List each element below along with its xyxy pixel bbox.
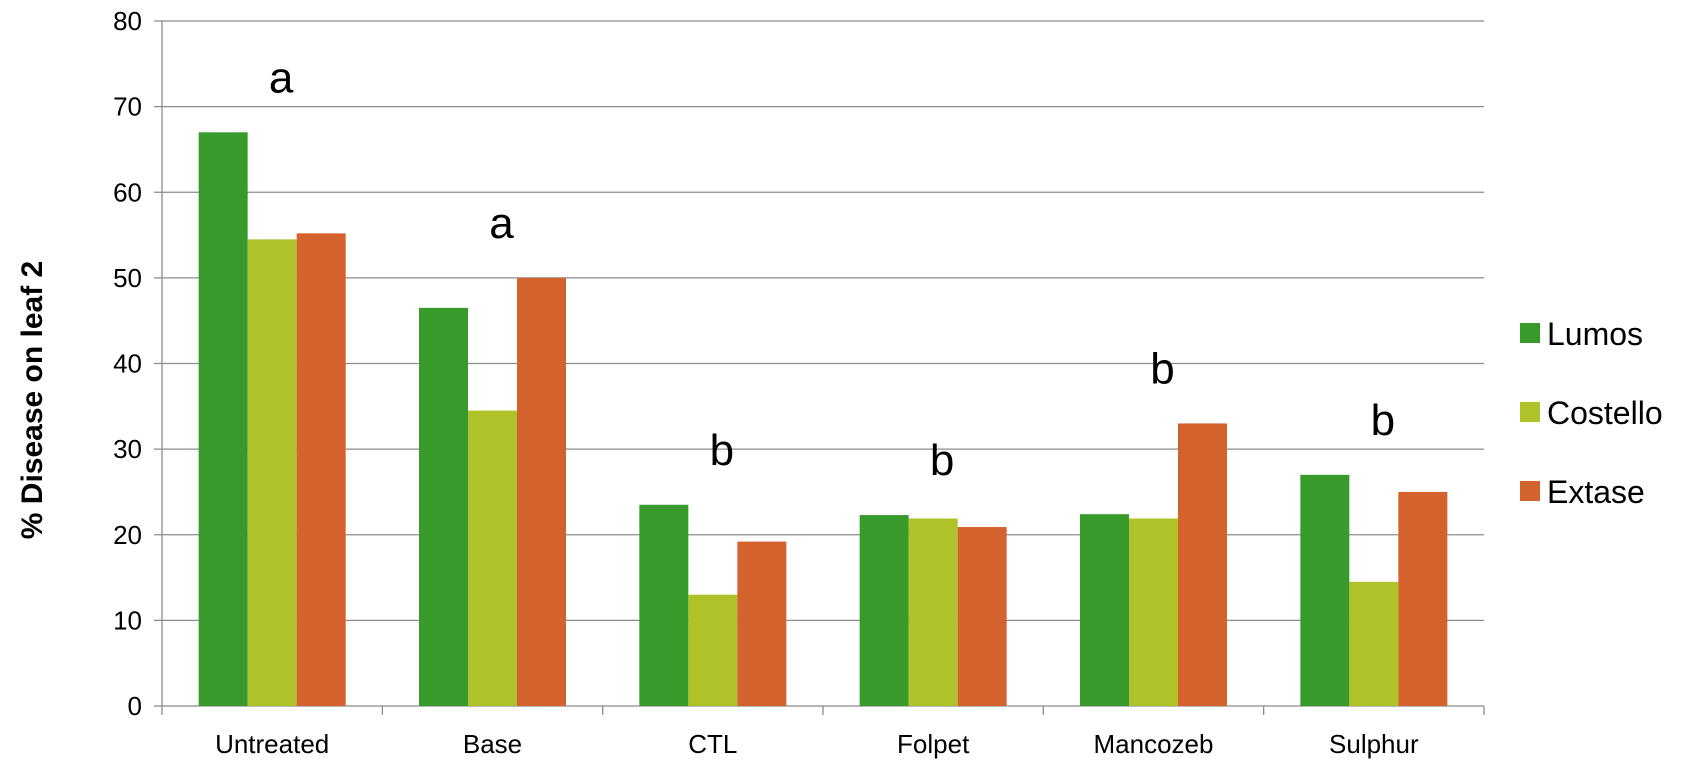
legend: Lumos Costello Extase	[1520, 316, 1663, 510]
bar-extase-sulphur	[1398, 491, 1448, 706]
x-tick-label: Folpet	[897, 729, 970, 759]
bar-costello-mancozeb	[1129, 518, 1178, 706]
x-tick-label: Base	[463, 729, 522, 759]
bar-lumos-mancozeb	[1080, 514, 1129, 706]
bar-costello-folpet	[908, 518, 958, 706]
legend-swatch-lumos	[1520, 323, 1540, 343]
bar-extase-base	[517, 277, 566, 706]
bar-costello-base	[468, 410, 517, 706]
labels: 0 10 20 30 40 50 60 70 80 Untreated a Base a CTL b Folp…	[113, 6, 1419, 759]
y-tick-label: 80	[113, 6, 142, 36]
x-tick-label: Mancozeb	[1094, 729, 1214, 759]
y-tick-label: 40	[113, 349, 142, 379]
y-tick-label: 10	[113, 605, 142, 635]
bar-costello-sulphur	[1349, 581, 1399, 706]
bar-lumos-untreated	[198, 132, 248, 706]
significance-letter: b	[1371, 396, 1395, 445]
bar-lumos-folpet	[859, 515, 909, 706]
bar-extase-mancozeb	[1178, 423, 1227, 706]
y-tick-label: 20	[113, 520, 142, 550]
bar-extase-folpet	[957, 527, 1007, 706]
y-tick-label: 50	[113, 263, 142, 293]
legend-swatch-costello	[1520, 402, 1540, 422]
y-tick-label: 70	[113, 92, 142, 122]
grid-lines	[162, 20, 1484, 622]
legend-label-lumos: Lumos	[1547, 316, 1643, 352]
legend-label-extase: Extase	[1547, 474, 1645, 510]
bar-lumos-sulphur	[1300, 474, 1350, 706]
significance-letter: b	[710, 426, 734, 475]
x-tick-label: Sulphur	[1329, 729, 1419, 759]
bars	[198, 132, 1448, 706]
bar-lumos-ctl	[639, 504, 689, 706]
y-tick-label: 60	[113, 177, 142, 207]
y-tick-label: 30	[113, 434, 142, 464]
legend-swatch-extase	[1520, 481, 1540, 501]
significance-letter: a	[489, 199, 514, 248]
bar-extase-ctl	[737, 541, 787, 706]
legend-label-costello: Costello	[1547, 395, 1663, 431]
bar-lumos-base	[419, 307, 468, 706]
x-tick-label: Untreated	[215, 729, 329, 759]
bar-extase-untreated	[296, 233, 346, 706]
significance-letter: b	[930, 436, 954, 485]
bar-costello-untreated	[247, 239, 297, 706]
significance-letter: b	[1150, 344, 1174, 393]
y-tick-label: 0	[128, 691, 142, 721]
axes	[154, 20, 1485, 715]
bar-costello-ctl	[688, 594, 738, 706]
significance-letter: a	[269, 53, 294, 102]
x-tick-label: CTL	[688, 729, 737, 759]
y-axis-label: % Disease on leaf 2	[16, 261, 49, 539]
